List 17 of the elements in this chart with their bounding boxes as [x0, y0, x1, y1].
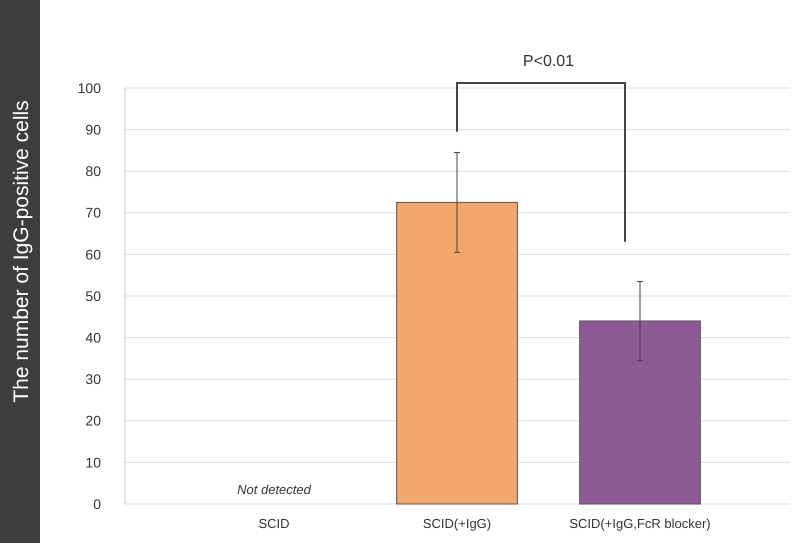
y-tick-label: 20: [85, 412, 102, 429]
x-tick-label: SCID(+IgG,FcR blocker): [569, 516, 711, 531]
y-tick-label: 60: [85, 246, 102, 262]
y-tick-label: 90: [85, 122, 102, 138]
y-axis-title: The number of IgG-positive cells: [10, 100, 33, 403]
y-tick-label: 40: [85, 330, 102, 346]
y-tick-label: 100: [78, 80, 102, 96]
y-tick-label: 50: [85, 288, 102, 304]
x-tick-label: SCID(+IgG): [422, 516, 492, 531]
y-tick-label: 0: [93, 496, 102, 512]
y-tick-label: 10: [85, 454, 102, 470]
annotation: Not detected: [237, 482, 312, 497]
text: P<0.01: [522, 53, 574, 70]
x-tick-label: SCID: [258, 516, 290, 531]
y-tick-label: 70: [85, 204, 102, 221]
y-tick-label: 80: [85, 163, 102, 180]
y-tick-label: 30: [85, 371, 102, 388]
